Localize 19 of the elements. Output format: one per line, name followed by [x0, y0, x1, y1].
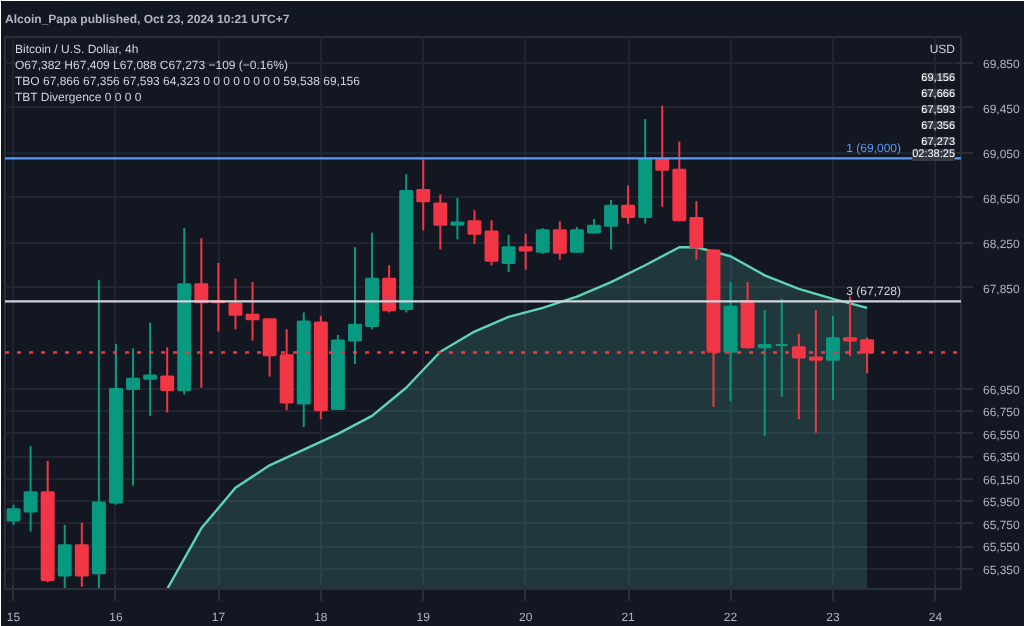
candlestick: [655, 104, 670, 208]
candlestick: [723, 281, 738, 403]
candlestick: [621, 184, 636, 225]
candlestick: [757, 309, 772, 438]
candlestick: [467, 209, 482, 245]
candlestick: [774, 297, 789, 398]
candlestick: [416, 158, 431, 232]
candlestick: [535, 227, 550, 255]
candlestick: [228, 277, 243, 331]
candlestick: [484, 219, 499, 267]
candlestick: [825, 314, 840, 402]
candlestick: [552, 220, 567, 261]
candlestick: [382, 264, 397, 314]
candlestick: [450, 196, 465, 241]
candlestick: [74, 521, 89, 588]
candlestick: [518, 232, 533, 271]
candlestick: [501, 233, 516, 273]
candlestick: [57, 523, 72, 589]
candlestick: [433, 193, 448, 251]
